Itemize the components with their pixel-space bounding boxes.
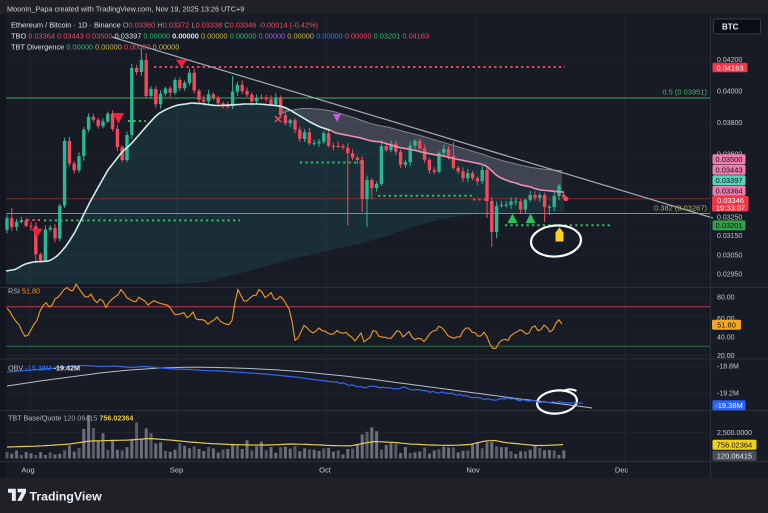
svg-text:RSI 51.80: RSI 51.80 xyxy=(8,287,40,296)
svg-text:0.03201: 0.03201 xyxy=(715,221,742,230)
svg-text:-18.8M: -18.8M xyxy=(717,364,739,371)
svg-text:BTC: BTC xyxy=(722,22,739,31)
svg-text:0.03150: 0.03150 xyxy=(717,233,742,240)
svg-text:0.382 (0.03267): 0.382 (0.03267) xyxy=(654,204,707,213)
svg-text:TBT Base/Quote 120.06415 756.0: TBT Base/Quote 120.06415 756.02364 xyxy=(8,414,133,423)
svg-text:756.02364: 756.02364 xyxy=(717,441,752,450)
svg-text:-19.2M: -19.2M xyxy=(717,391,739,398)
svg-text:40.00: 40.00 xyxy=(717,335,735,342)
svg-text:0.04000: 0.04000 xyxy=(717,89,742,96)
svg-text:0.5 (0.03951): 0.5 (0.03951) xyxy=(662,87,707,96)
svg-text:0.02950: 0.02950 xyxy=(717,272,742,279)
svg-text:Ethereum / Bitcoin · 1D · Bina: Ethereum / Bitcoin · 1D · Binance O0.033… xyxy=(11,20,318,29)
svg-text:TBO 0.03364 0.03443 0.03500 0.: TBO 0.03364 0.03443 0.03500 0.03397 0.00… xyxy=(11,32,429,41)
svg-text:MoonIn_Papa created with Tradi: MoonIn_Papa created with TradingView.com… xyxy=(7,5,244,14)
svg-text:Oct: Oct xyxy=(319,466,332,475)
svg-text:0.03397: 0.03397 xyxy=(715,176,742,185)
svg-text:19:33:07: 19:33:07 xyxy=(716,203,745,212)
svg-text:Aug: Aug xyxy=(21,466,34,475)
svg-text:Nov: Nov xyxy=(466,466,480,475)
svg-text:0.03500: 0.03500 xyxy=(715,155,742,164)
svg-text:0.03250: 0.03250 xyxy=(717,214,742,221)
svg-text:0.03443: 0.03443 xyxy=(715,166,742,175)
svg-text:0.03364: 0.03364 xyxy=(715,187,742,196)
svg-text:0.04163: 0.04163 xyxy=(716,63,743,72)
svg-text:51.80: 51.80 xyxy=(717,321,736,330)
svg-text:-19.38M: -19.38M xyxy=(715,401,743,410)
svg-text:0.03800: 0.03800 xyxy=(717,120,742,127)
svg-text:0.03346: 0.03346 xyxy=(717,196,744,205)
svg-text:Dec: Dec xyxy=(615,466,629,475)
svg-text:OBV -19.38M -19.42M: OBV -19.38M -19.42M xyxy=(8,364,80,373)
svg-text:2,500.0000: 2,500.0000 xyxy=(717,430,752,437)
svg-text:TBT Divergence 0.00000 0.000: TBT Divergence 0.00000 0.00000 0.00000 0… xyxy=(11,43,179,52)
svg-text:80.00: 80.00 xyxy=(717,295,735,302)
svg-text:0.03050: 0.03050 xyxy=(717,252,742,259)
svg-text:20.00: 20.00 xyxy=(717,353,735,360)
svg-text:120.06415: 120.06415 xyxy=(717,452,752,461)
svg-text:0.04200: 0.04200 xyxy=(717,57,742,64)
svg-text:Sep: Sep xyxy=(170,466,183,475)
svg-text:TradingView: TradingView xyxy=(30,489,103,503)
